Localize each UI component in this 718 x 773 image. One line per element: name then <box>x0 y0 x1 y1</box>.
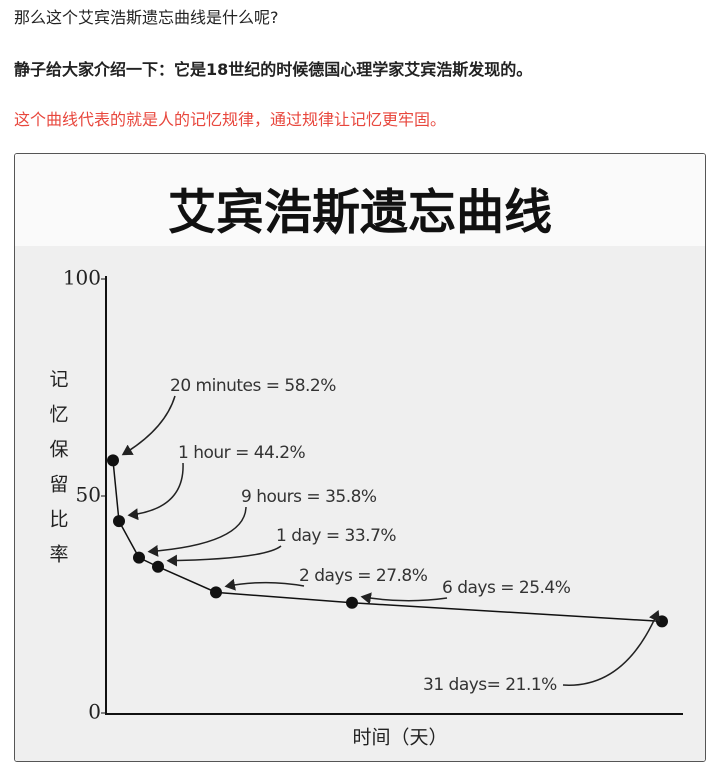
annotation-label: 20 minutes = 58.2% <box>170 376 336 396</box>
annotation-label: 1 hour = 44.2% <box>178 443 306 463</box>
y-tick-label: 0 <box>88 700 101 724</box>
annotation-arrow <box>147 506 247 557</box>
annotation-arrow <box>224 578 305 591</box>
annotation-arrow <box>127 462 184 521</box>
y-tick-label: 100 <box>63 266 101 290</box>
annotation-arrow <box>121 395 176 456</box>
annotation-label: 31 days= 21.1% <box>423 675 557 695</box>
chart-title: 艾宾浩斯遗忘曲线 <box>168 185 552 241</box>
chart-image: 艾宾浩斯遗忘曲线 记忆保留比率 时间（天） 0 50 100 20 minutes =… <box>14 153 706 762</box>
annotation-arrow <box>166 545 282 567</box>
data-point <box>133 551 145 564</box>
annotation-label: 6 days = 25.4% <box>442 578 571 598</box>
data-point <box>210 586 222 599</box>
paragraph: 静子给大家介绍一下：它是18世纪的时候德国心理学家艾宾浩斯发现的。 <box>14 60 533 79</box>
y-axis-label: 记忆保留比率 <box>47 369 69 579</box>
annotation-label: 2 days = 27.8% <box>299 566 428 586</box>
annotation-label: 1 day = 33.7% <box>276 526 396 546</box>
annotation-arrow <box>360 592 448 605</box>
annotation-label: 9 hours = 35.8% <box>241 487 377 507</box>
paragraph: 那么这个艾宾浩斯遗忘曲线是什么呢? <box>14 8 279 27</box>
y-tick-label: 50 <box>76 483 101 507</box>
data-point <box>152 560 164 573</box>
paragraph: 这个曲线代表的就是人的记忆规律，通过规律让记忆更牢固。 <box>14 110 447 129</box>
data-point <box>346 596 358 609</box>
data-point <box>656 615 668 628</box>
x-axis-label: 时间（天） <box>352 727 447 749</box>
data-point <box>107 454 119 467</box>
annotation-arrow <box>562 610 660 686</box>
data-point <box>113 515 125 528</box>
